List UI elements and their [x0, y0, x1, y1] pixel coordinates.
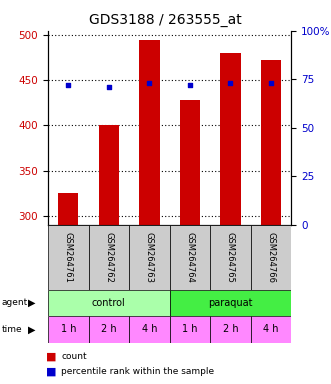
Text: ■: ■ [46, 367, 57, 377]
Text: GSM264763: GSM264763 [145, 232, 154, 283]
Bar [88, 316, 129, 343]
Bar [251, 316, 291, 343]
Text: GSM264765: GSM264765 [226, 232, 235, 283]
Point [147, 80, 152, 86]
Bar [58, 193, 78, 225]
Bar [210, 316, 251, 343]
Text: GSM264762: GSM264762 [104, 232, 113, 283]
Bar [88, 225, 129, 290]
Text: percentile rank within the sample: percentile rank within the sample [61, 367, 214, 376]
Text: 4 h: 4 h [142, 324, 157, 334]
Bar [48, 316, 88, 343]
Text: GSM264764: GSM264764 [185, 232, 194, 283]
Text: 1 h: 1 h [61, 324, 76, 334]
Text: paraquat: paraquat [208, 298, 253, 308]
Bar [129, 316, 169, 343]
Text: control: control [92, 298, 126, 308]
Text: agent: agent [2, 298, 28, 308]
Bar [48, 290, 169, 316]
Bar [139, 40, 160, 225]
Bar [210, 225, 251, 290]
Point [228, 80, 233, 86]
Bar [129, 225, 169, 290]
Text: ■: ■ [46, 351, 57, 361]
Text: ▶: ▶ [28, 324, 35, 334]
Bar [261, 61, 281, 225]
Text: ▶: ▶ [28, 298, 35, 308]
Point [187, 82, 193, 88]
Bar [169, 316, 210, 343]
Text: GSM264761: GSM264761 [64, 232, 73, 283]
Text: time: time [2, 325, 22, 334]
Text: 1 h: 1 h [182, 324, 198, 334]
Point [106, 84, 112, 90]
Text: GSM264766: GSM264766 [266, 232, 275, 283]
Text: 2 h: 2 h [223, 324, 238, 334]
Bar [48, 225, 88, 290]
Text: 2 h: 2 h [101, 324, 117, 334]
Bar [169, 225, 210, 290]
Text: GDS3188 / 263555_at: GDS3188 / 263555_at [89, 13, 242, 27]
Point [268, 80, 274, 86]
Bar [180, 100, 200, 225]
Bar [169, 290, 291, 316]
Bar [99, 126, 119, 225]
Bar [220, 53, 241, 225]
Text: 4 h: 4 h [263, 324, 279, 334]
Text: count: count [61, 352, 87, 361]
Bar [251, 225, 291, 290]
Point [66, 82, 71, 88]
